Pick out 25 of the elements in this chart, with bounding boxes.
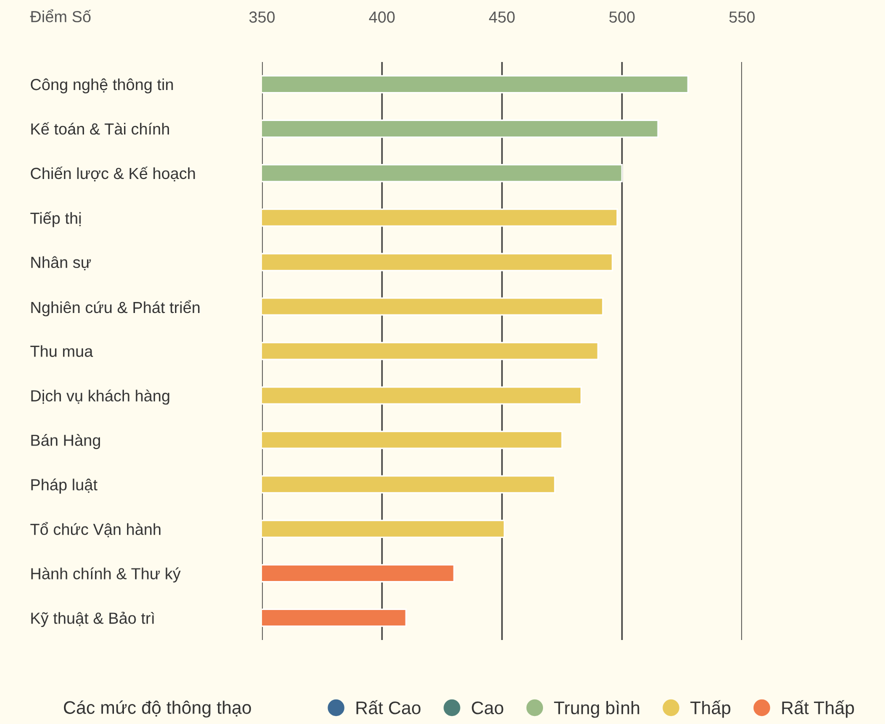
x-tick-label: 350 xyxy=(249,11,275,23)
y-tick-label: Thu mua xyxy=(30,345,94,357)
legend-label: Rất Thấp xyxy=(782,700,854,718)
y-tick-label: Chiến lược & Kế hoạch xyxy=(30,166,195,182)
y-tick-label: Công nghệ thông tin xyxy=(30,78,173,94)
legend-label: Rất Cao xyxy=(356,700,420,714)
legend-label: Thấp xyxy=(690,700,730,718)
y-tick-label: Tổ chức Vận hành xyxy=(30,522,160,538)
y-tick-label: Kỹ thuật & Bảo trì xyxy=(31,612,154,628)
y-tick-label: Tiếp thị xyxy=(30,211,81,228)
x-tick-label: 500 xyxy=(609,11,635,23)
y-tick-label: Nghiên cứu & Phát triển xyxy=(31,300,200,316)
x-tick-label: 450 xyxy=(489,11,515,23)
y-tick-label: Dịch vụ khách hàng xyxy=(31,390,170,405)
y-tick-label: Pháp luật xyxy=(31,478,98,494)
y-tick-label: Bán Hàng xyxy=(31,434,100,450)
x-tick-label: 400 xyxy=(369,11,395,23)
x-axis-title: Điểm Số xyxy=(30,9,91,22)
legend-label: Cao xyxy=(472,701,504,714)
legend-title: Các mức độ thông thạo xyxy=(64,700,251,718)
y-tick-label: Kế toán & Tài chính xyxy=(31,122,169,135)
y-tick-label: Nhân sự xyxy=(31,256,91,270)
legend-label: Trung bình xyxy=(554,700,640,718)
y-tick-label: Hành chính & Thư ký xyxy=(31,567,181,583)
x-tick-label: 550 xyxy=(729,11,755,23)
